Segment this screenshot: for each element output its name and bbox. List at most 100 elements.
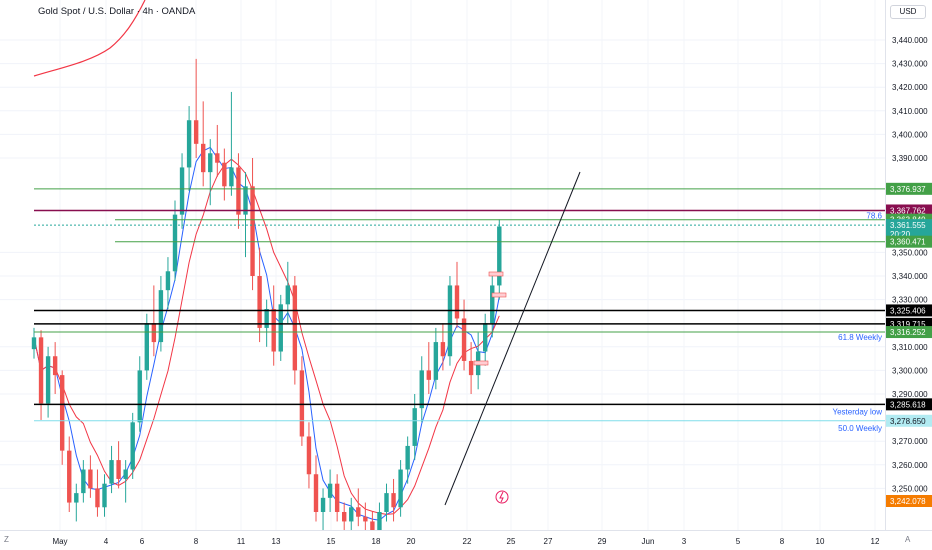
chart-area[interactable]: 78.6 61.8 Weekly Yesterday low 50.0 Weekly … (0, 0, 885, 546)
order-marker (473, 360, 489, 366)
auto-scale-button[interactable]: A (905, 535, 911, 544)
candle-body (137, 370, 142, 423)
x-tick-label: Jun (642, 537, 655, 546)
price-tag-bg (886, 414, 932, 427)
candle-body (172, 214, 178, 272)
candle-body (45, 356, 51, 404)
candle-body (81, 469, 86, 494)
candle-body (116, 460, 121, 479)
price-tag-bg (886, 398, 932, 411)
price-tag-label: 3,361.555 (890, 221, 926, 230)
candle-body (370, 521, 375, 531)
order-marker (488, 271, 504, 277)
candle-body (440, 342, 446, 357)
candle-body (461, 318, 467, 361)
x-tick-label: 27 (544, 537, 553, 546)
candle-body (468, 360, 474, 376)
candle-body (88, 469, 93, 489)
time-scale[interactable]: May 4 6 8 11 13 15 18 20 22 25 27 29 Jun 3 5 8 10 12 (0, 530, 932, 550)
price-scale[interactable]: 3,250.000 3,260.000 3,270.000 3,290.000 3,30… (885, 0, 932, 530)
price-tag-bg (886, 204, 932, 217)
price-chart[interactable]: 78.6 61.8 Weekly Yesterday low 50.0 Weekly (0, 0, 885, 546)
candle-body (377, 512, 382, 531)
trend-line (444, 171, 581, 506)
candle-body (31, 337, 37, 350)
candle-body (398, 469, 403, 508)
price-tag-bg (886, 495, 932, 507)
candle-body (144, 323, 149, 371)
candle-body (306, 436, 312, 475)
price-tag-bg (886, 235, 932, 248)
candle-body (208, 153, 213, 173)
x-tick-label: 12 (871, 537, 880, 546)
candle-body (419, 370, 424, 409)
y-tick-label: 3,400.000 (892, 130, 928, 139)
candle-body (250, 186, 255, 276)
y-tick-label: 3,350.000 (892, 248, 928, 257)
candle-body (278, 304, 283, 352)
order-marker (491, 292, 507, 298)
x-tick-label: 13 (272, 537, 281, 546)
symbol-title: Gold Spot / U.S. Dollar · 4h · OANDA (38, 6, 196, 17)
price-tag: 3,285.618 (886, 398, 932, 411)
price-tag-label: 3,325.406 (890, 306, 926, 315)
x-tick-label: 8 (780, 537, 785, 546)
candle-body (483, 323, 488, 352)
candle-body (74, 493, 79, 503)
candle-body (285, 285, 290, 305)
x-tick-label: 10 (816, 537, 825, 546)
candle-body (165, 271, 171, 291)
lightning-icon (495, 490, 509, 504)
candle-body (454, 285, 460, 319)
lightning-bolt (499, 491, 504, 503)
y-tick-label: 3,300.000 (892, 366, 928, 375)
price-tag-label: 3,285.618 (890, 400, 926, 409)
y-tick-label: 3,250.000 (892, 484, 928, 493)
candle-body (215, 153, 220, 163)
y-tick-label: 3,290.000 (892, 390, 928, 399)
candle-body (320, 497, 326, 512)
x-tick-label: 25 (507, 537, 516, 546)
candle-body (102, 483, 107, 508)
price-tag: 3,242.078 (886, 495, 932, 507)
candle-body (52, 356, 58, 376)
y-tick-label: 3,270.000 (892, 437, 928, 446)
candle-body (292, 285, 298, 371)
y-tick-label: 3,440.000 (892, 36, 928, 45)
drawings: 78.6 61.8 Weekly Yesterday low 50.0 Weekly (444, 171, 883, 506)
candle-body (95, 488, 100, 508)
candle-body (426, 370, 431, 380)
level-annotation: Yesterday low (832, 407, 882, 416)
candle-body (109, 460, 114, 484)
candle-body (271, 309, 276, 352)
zoom-toggle-button[interactable]: Z (4, 535, 9, 544)
price-tag-label: 3,319.715 (890, 320, 926, 329)
price-tag-label: 20:20 (890, 230, 911, 239)
candle-body (67, 450, 72, 503)
candle-body (342, 512, 347, 522)
candle-body (412, 408, 417, 446)
candle-body (327, 483, 333, 498)
candle-body (334, 483, 340, 512)
candle-body (356, 507, 361, 517)
x-tick-label: 6 (140, 537, 145, 546)
candle-body (222, 162, 227, 187)
candle-body (229, 167, 234, 187)
y-tick-label: 3,420.000 (892, 83, 928, 92)
price-tag-label: 3,360.471 (890, 238, 926, 247)
time-axis: May 4 6 8 11 13 15 18 20 22 25 27 29 Jun 3 5 8 10 12 (52, 537, 880, 546)
candle-body (186, 120, 192, 168)
candle-body (179, 167, 185, 215)
price-tag: 3,325.406 (886, 304, 932, 317)
x-tick-label: 20 (407, 537, 416, 546)
price-tag: 3,376.937 (886, 182, 932, 195)
price-tag-bg (886, 182, 932, 195)
candle-body (193, 120, 199, 144)
x-tick-label: 22 (463, 537, 472, 546)
level-annotation: 61.8 Weekly (838, 333, 882, 342)
y-tick-label: 3,410.000 (892, 107, 928, 116)
y-tick-label: 3,330.000 (892, 296, 928, 305)
currency-button[interactable]: USD (890, 5, 926, 19)
price-tag-label: 3,367.762 (890, 206, 926, 215)
x-tick-label: 29 (598, 537, 607, 546)
